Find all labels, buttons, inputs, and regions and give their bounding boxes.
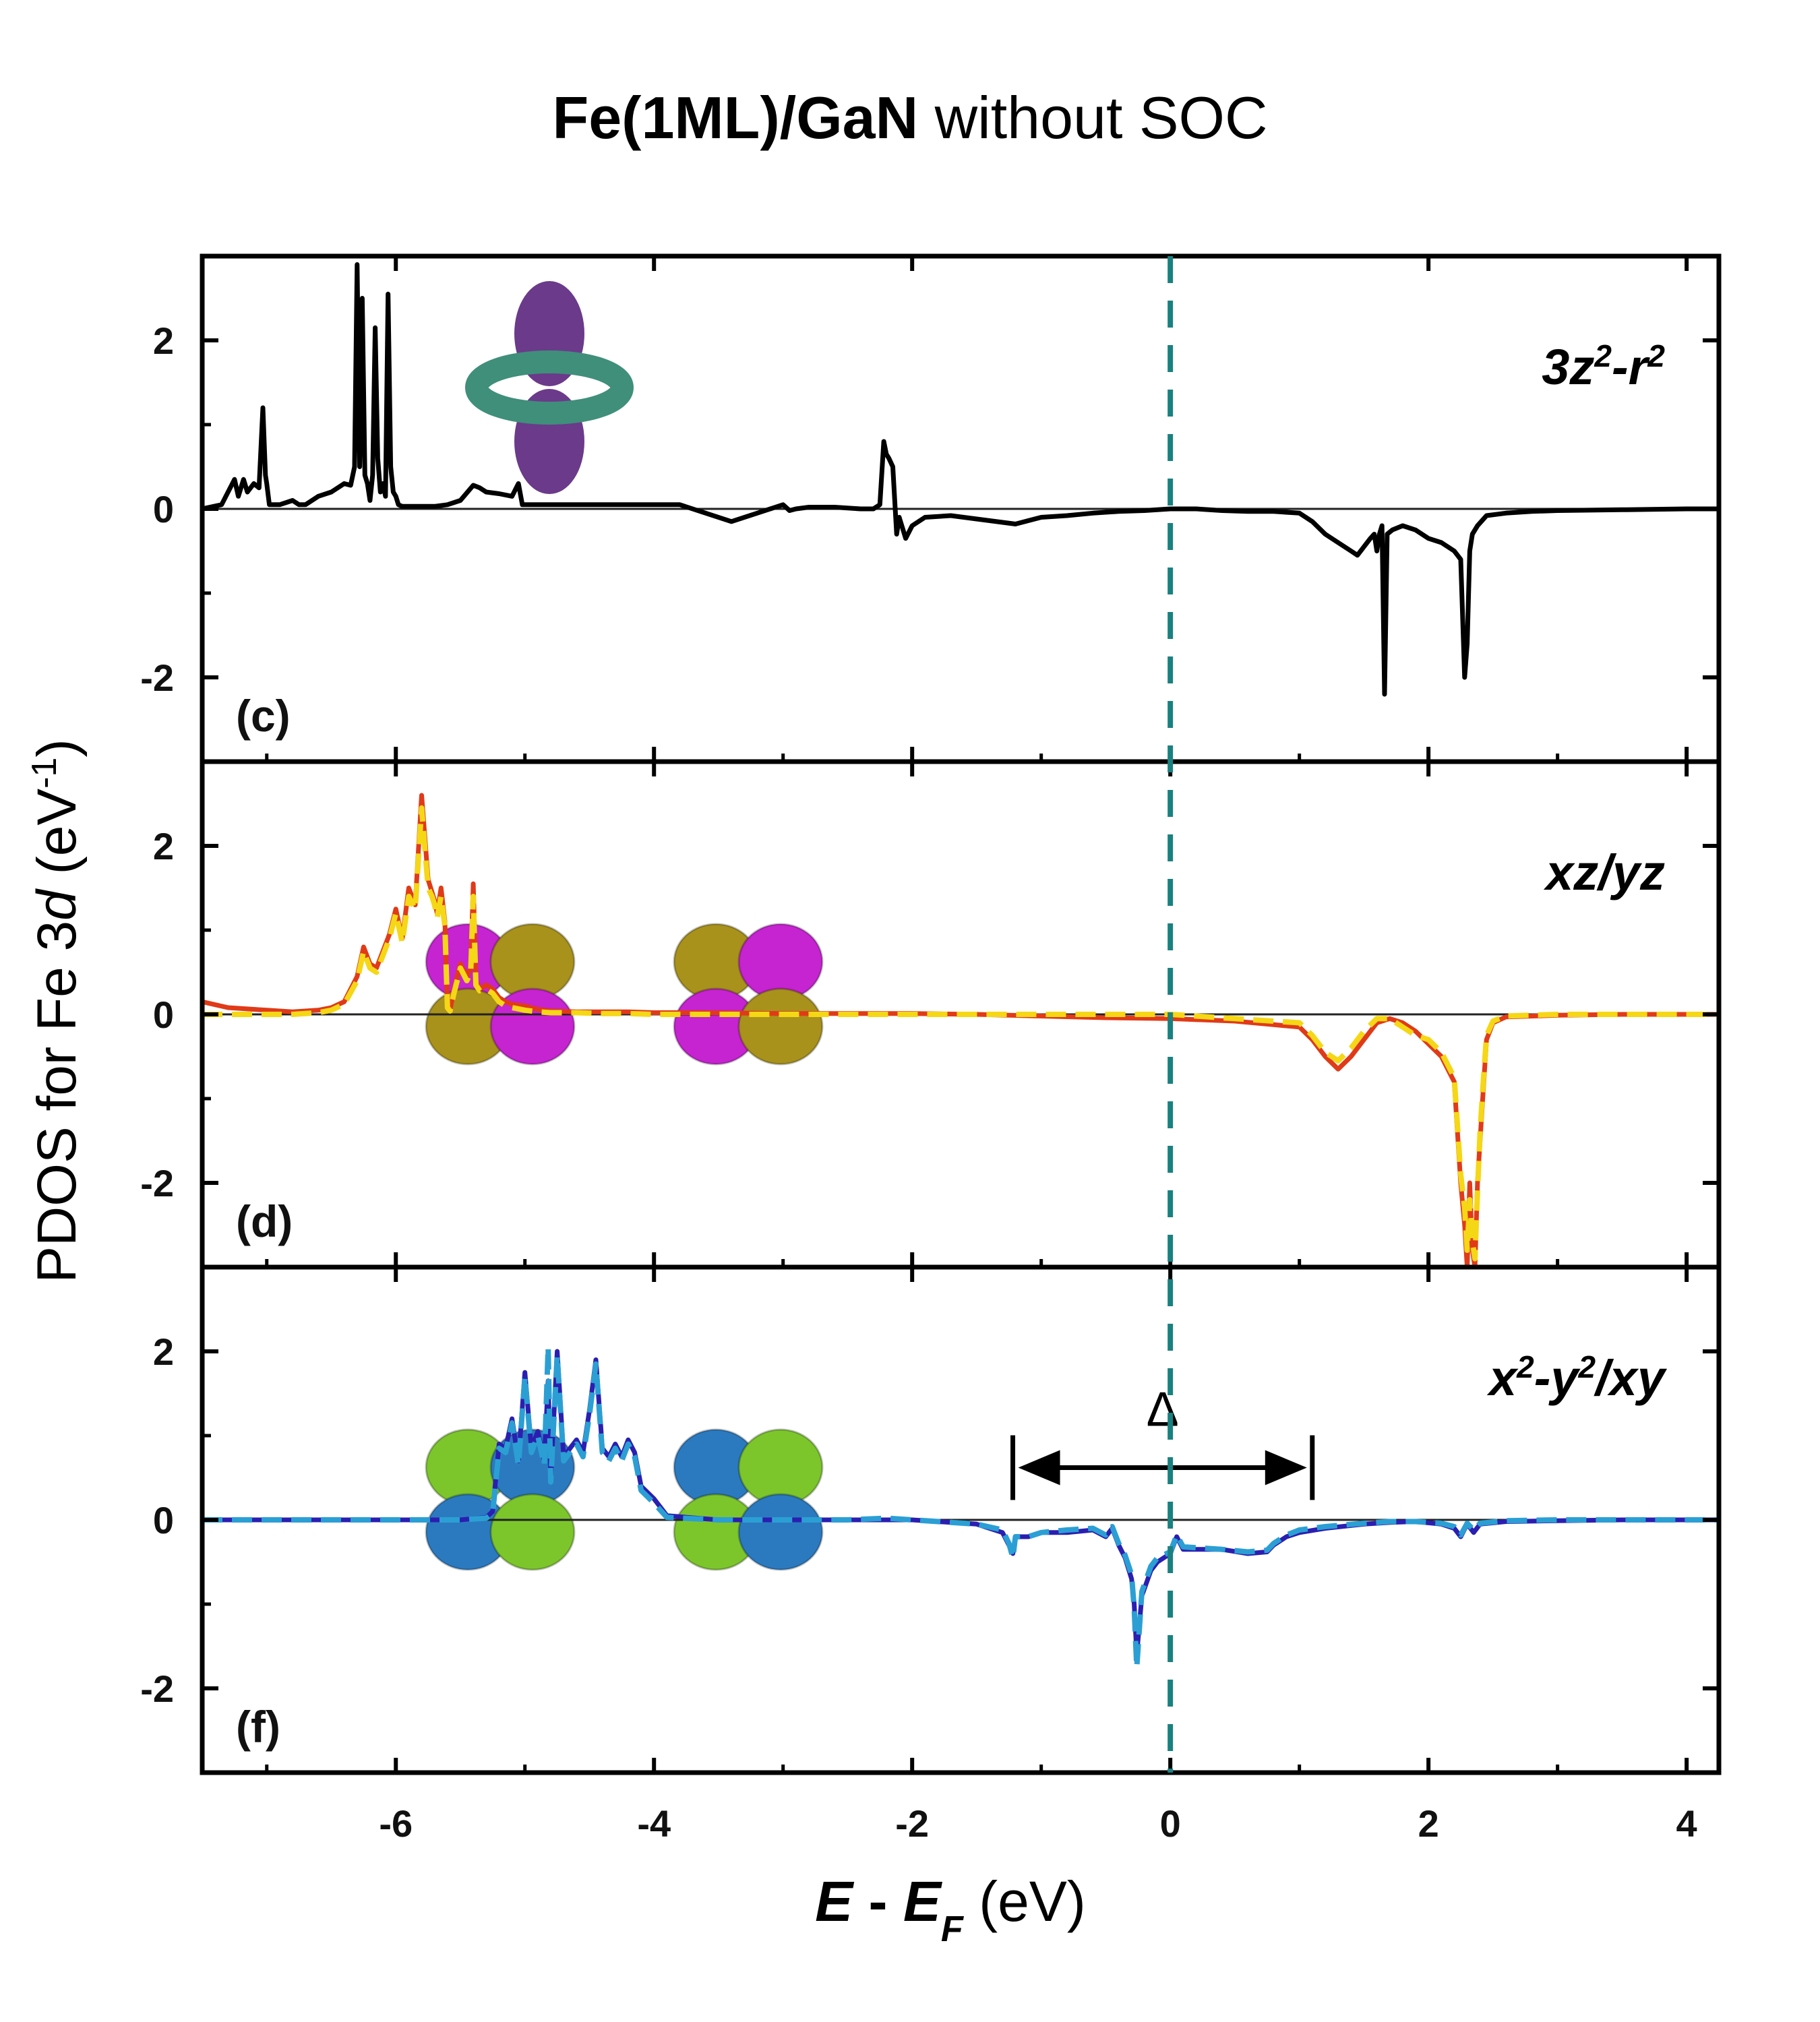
orbital-label-f: x2-y2/xy	[1486, 1349, 1668, 1406]
y-tick-label: -2	[140, 656, 174, 699]
y-tick-label: 2	[153, 825, 174, 867]
panel-d: -2 0 2 (d) xz/yz	[140, 759, 1722, 1270]
y-tick-label: -2	[140, 1667, 174, 1710]
panel-label-f: (f)	[236, 1702, 280, 1752]
x-tick-label: -6	[379, 1802, 413, 1845]
orbital-label-c: 3z2-r2	[1542, 338, 1665, 395]
panel-c: -202(c)3z2-r2	[140, 253, 1722, 764]
orbital-label-part: xz/yz	[1543, 845, 1665, 900]
orbital-label-d: xz/yz	[1543, 845, 1665, 900]
y-tick-label: 0	[153, 488, 174, 530]
panels-group: -202(c)3z2-r2-202(d)xz/yz-202(f)x2-y2/xy…	[140, 253, 1722, 1775]
y-axis-label-unit-open: (eV	[26, 789, 88, 890]
x-axis-label-unit: (eV)	[963, 1870, 1086, 1933]
panel-f: -202(f)x2-y2/xyΔ	[140, 1264, 1722, 1775]
y-axis-label-unit-exp: -1	[25, 758, 64, 789]
series-xy	[202, 1344, 1719, 1670]
orbital-label-part: /xy	[1594, 1350, 1668, 1406]
x-axis-label: E - EF (eV)	[815, 1870, 1086, 1949]
y-tick-label: 2	[153, 319, 174, 362]
orbital-label-part: x	[1486, 1350, 1519, 1406]
gap-arrowhead-right	[1265, 1450, 1307, 1485]
y-tick-label: 0	[153, 993, 174, 1036]
x-tick-label: 4	[1676, 1802, 1697, 1845]
x-axis-label-ef: E	[903, 1870, 943, 1933]
series-yz	[202, 805, 1719, 1262]
y-tick-label: -2	[140, 1162, 174, 1204]
chart-title: Fe(1ML)/GaN without SOC	[552, 84, 1267, 151]
x-tick-label: 2	[1418, 1802, 1439, 1845]
orbital-label-sup: 2	[1647, 338, 1665, 373]
x-tick-label: 0	[1160, 1802, 1181, 1845]
chart-title-bold: Fe(1ML)/GaN	[552, 84, 918, 151]
x-axis-label-minus: -	[853, 1870, 903, 1933]
panel-label-c: (c)	[236, 691, 291, 741]
gap-symbol: Δ	[1147, 1383, 1179, 1437]
y-axis-label-d: d	[26, 888, 88, 921]
x-tick-label: -4	[637, 1802, 671, 1845]
orbital-lobe-icon	[489, 987, 576, 1066]
series-3z2-r2	[202, 262, 1719, 697]
orbital-lobe-icon	[737, 987, 824, 1066]
y-axis-label-unit-close: )	[26, 739, 88, 757]
orbital-label-sup: 2	[1594, 338, 1612, 373]
panel-label-d: (d)	[236, 1196, 293, 1246]
orbital-label-sup: 2	[1516, 1349, 1534, 1384]
y-tick-label: 0	[153, 1499, 174, 1541]
orbital-label-part: -y	[1534, 1350, 1581, 1406]
orbital-lobe-icon	[737, 1493, 824, 1571]
orbital-label-sup: 2	[1578, 1349, 1596, 1384]
x-axis-label-e: E	[815, 1870, 855, 1933]
orbital-lobe-icon	[489, 1493, 576, 1571]
orbital-torus-icon	[465, 350, 634, 425]
gap-arrowhead-left	[1018, 1450, 1060, 1485]
orbital-label-part: 3z	[1542, 339, 1594, 395]
x-axis-label-ef-sub: F	[941, 1909, 965, 1949]
y-tick-label: 2	[153, 1330, 174, 1373]
x-tick-label: -2	[895, 1802, 929, 1845]
x-axis: -6 -4 -2 0 2 4	[379, 1802, 1697, 1845]
orbital-label-part: -r	[1612, 339, 1651, 395]
y-axis-label-prefix: PDOS for Fe 3	[26, 921, 88, 1283]
chart-title-rest: without SOC	[918, 84, 1267, 151]
y-axis-label: PDOS for Fe 3d (eV-1)	[25, 739, 88, 1283]
